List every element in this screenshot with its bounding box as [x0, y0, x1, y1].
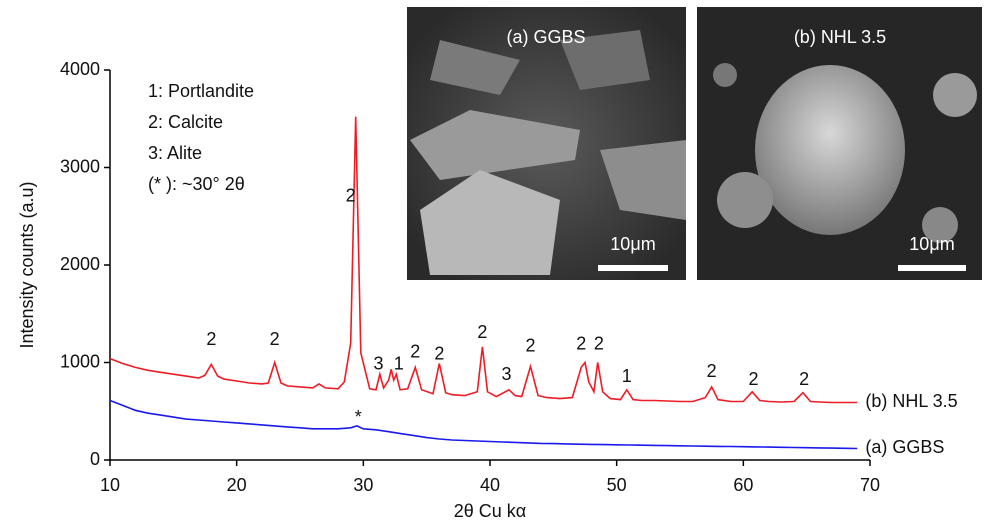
inset-label: (b) NHL 3.5 — [794, 27, 886, 47]
legend-text: 2: Calcite — [148, 112, 223, 132]
peak-label: 1 — [394, 354, 404, 374]
x-tick-label: 40 — [480, 475, 500, 495]
x-tick-label: 60 — [733, 475, 753, 495]
x-tick-label: 20 — [227, 475, 247, 495]
peak-label: 2 — [707, 361, 717, 381]
y-axis-label: Intensity counts (a.u) — [17, 181, 37, 348]
y-tick-label: 2000 — [60, 254, 100, 274]
peak-label: 3 — [501, 364, 511, 384]
y-tick-label: 1000 — [60, 351, 100, 371]
x-tick-label: 30 — [353, 475, 373, 495]
scale-label: 10μm — [909, 234, 954, 254]
y-tick-label: 3000 — [60, 156, 100, 176]
peak-label: 2 — [410, 342, 420, 362]
peak-label: 2 — [594, 334, 604, 354]
chart: (a) GGBS 10μm (b) NHL 3.5 10μm 2θ Cu kα … — [0, 0, 990, 525]
scale-label: 10μm — [610, 234, 655, 254]
x-tick-label: 70 — [860, 475, 880, 495]
peak-label: 3 — [374, 354, 384, 374]
peak-label: 2 — [434, 343, 444, 363]
peak-label: 2 — [748, 369, 758, 389]
x-tick-label: 10 — [100, 475, 120, 495]
legend-text: 1: Portlandite — [148, 81, 254, 101]
legend-text: 3: Alite — [148, 143, 202, 163]
x-tick-label: 50 — [607, 475, 627, 495]
series-line — [110, 401, 857, 449]
peak-label: 2 — [799, 369, 809, 389]
y-tick-label: 0 — [90, 449, 100, 469]
series-label: (a) GGBS — [865, 437, 944, 457]
peak-label: 2 — [576, 334, 586, 354]
peak-label: 2 — [526, 336, 536, 356]
peak-label: 2 — [477, 322, 487, 342]
x-axis-label: 2θ Cu kα — [454, 501, 526, 521]
legend-text: (* ): ~30° 2θ — [148, 174, 245, 194]
peak-label: 2 — [270, 329, 280, 349]
inset-label: (a) GGBS — [506, 27, 585, 47]
peak-label: * — [355, 407, 362, 427]
y-tick-label: 4000 — [60, 59, 100, 79]
peak-label: 1 — [622, 366, 632, 386]
peak-label: 2 — [346, 186, 356, 206]
series-label: (b) NHL 3.5 — [865, 391, 957, 411]
peak-label: 2 — [206, 329, 216, 349]
